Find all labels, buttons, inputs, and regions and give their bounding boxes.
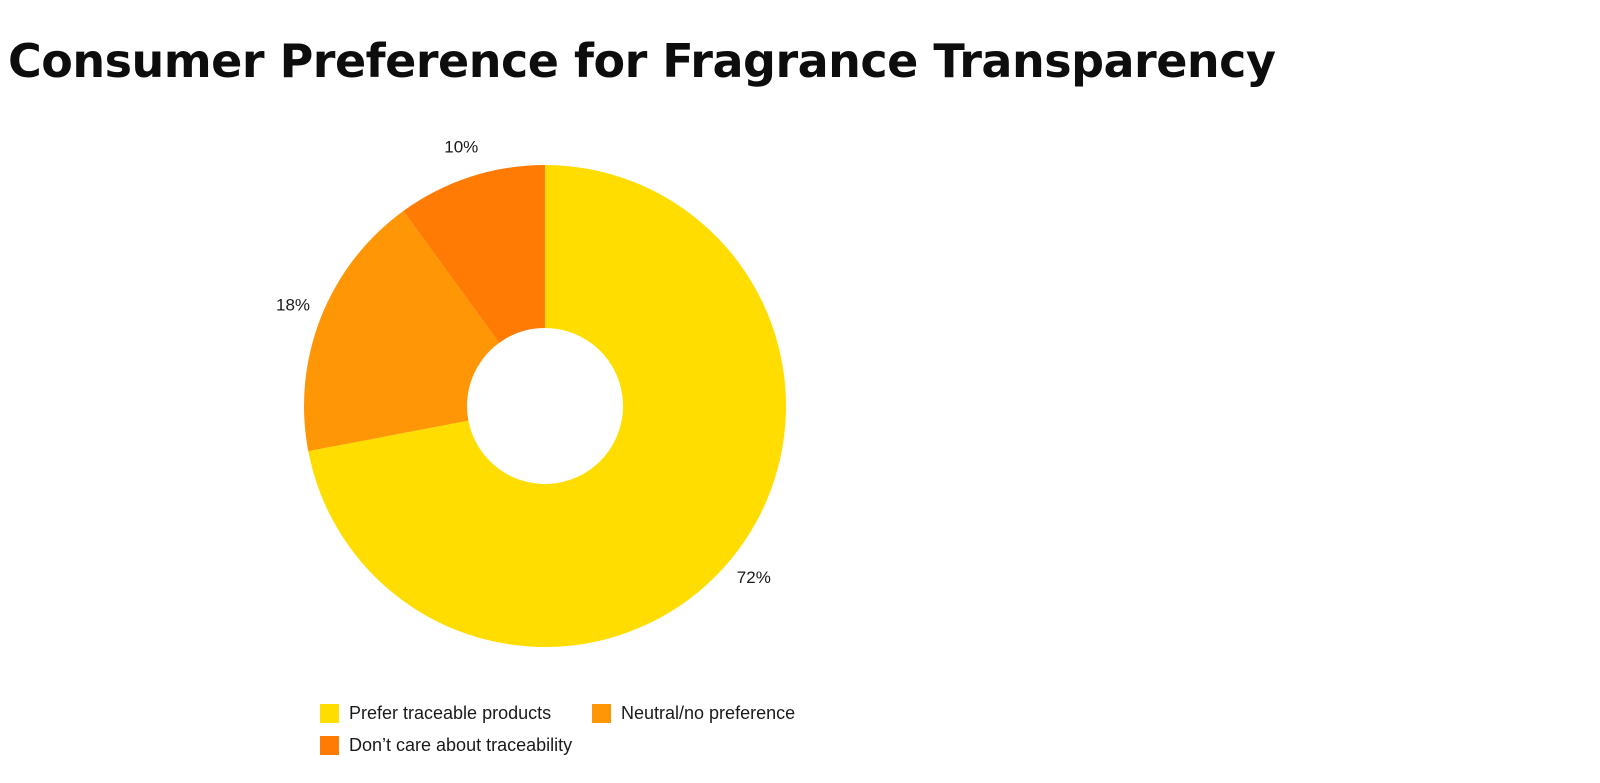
- slice-prefer-traceable[interactable]: [308, 165, 786, 648]
- slice-dont-care[interactable]: [403, 165, 545, 343]
- legend: Prefer traceable products Neutral/no pre…: [320, 703, 840, 756]
- legend-label-dont-care: Don’t care about traceability: [349, 735, 573, 755]
- legend-swatch-prefer-traceable: [320, 704, 339, 723]
- legend-label-neutral: Neutral/no preference: [621, 703, 796, 723]
- slice-label-prefer-traceable: 72%: [737, 568, 771, 587]
- legend-swatch-dont-care: [320, 736, 339, 755]
- legend-swatch-neutral: [592, 704, 611, 723]
- legend-label-prefer-traceable: Prefer traceable products: [349, 703, 552, 723]
- legend-item-dont-care[interactable]: Don’t care about traceability: [320, 735, 592, 756]
- slice-neutral[interactable]: [303, 211, 500, 452]
- legend-item-neutral[interactable]: Neutral/no preference: [592, 703, 840, 724]
- legend-item-prefer-traceable[interactable]: Prefer traceable products: [320, 703, 592, 724]
- slice-label-dont-care: 10%: [444, 138, 478, 157]
- slice-label-neutral: 18%: [276, 296, 310, 315]
- slice-labels-layer: 72% 18% 10%: [276, 138, 771, 587]
- chart-title: Consumer Preference for Fragrance Transp…: [8, 34, 1276, 88]
- slices-layer: [303, 165, 786, 648]
